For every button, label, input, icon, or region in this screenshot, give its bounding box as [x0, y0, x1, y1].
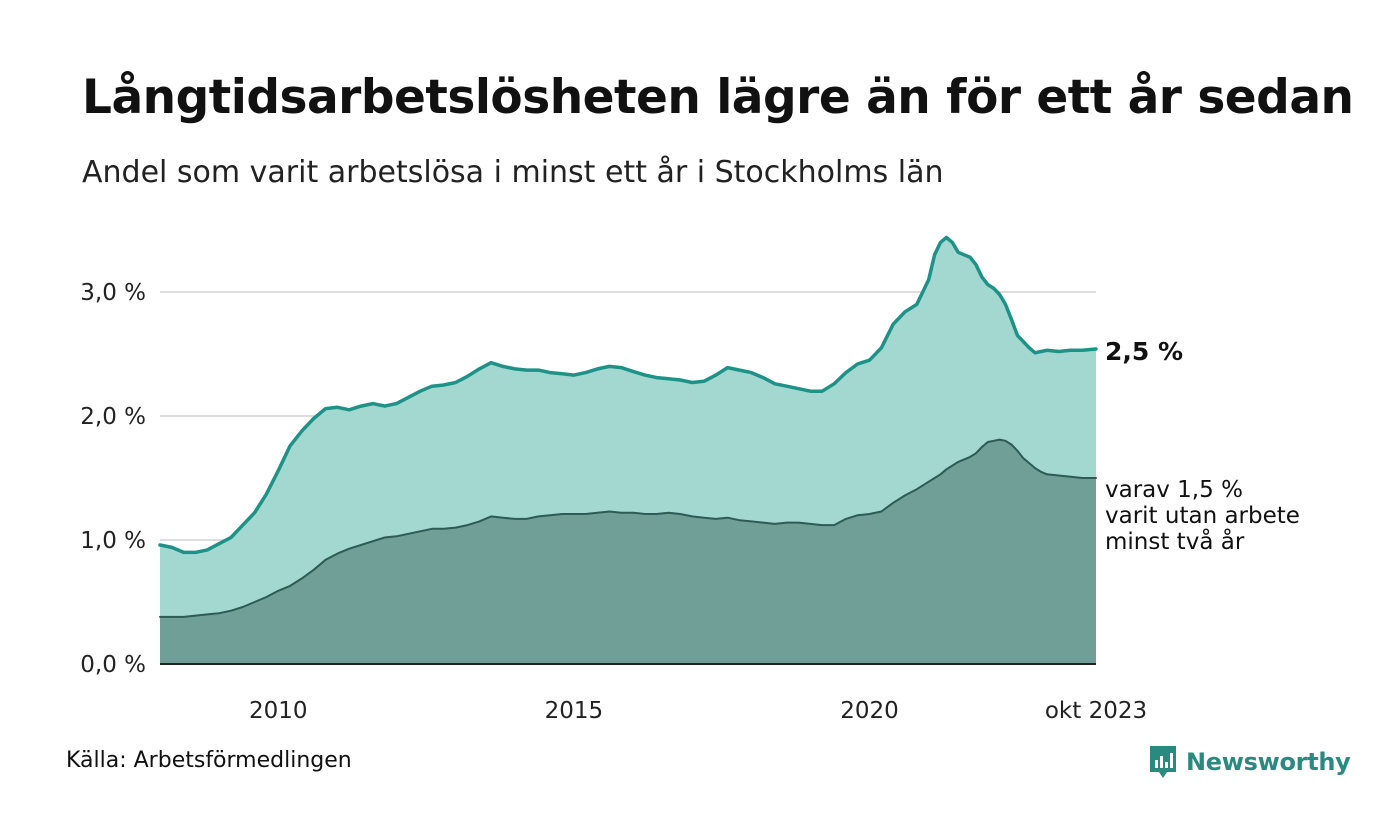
- brand-logo: Newsworthy: [1148, 744, 1351, 780]
- newsworthy-logo-icon: [1150, 746, 1176, 778]
- series-line-sub: [159, 438, 1097, 618]
- x-tick-label: 2010: [249, 698, 308, 724]
- y-tick-label: 2,0 %: [80, 404, 146, 430]
- axis-layer: 0,0 % 1,0 % 2,0 % 3,0 % 2010 2015 2020 okt 2023: [80, 280, 1147, 724]
- end-label-sub-line: varit utan arbete: [1105, 503, 1300, 529]
- y-tick-label: 0,0 %: [80, 652, 146, 678]
- brand-name: Newsworthy: [1186, 748, 1351, 776]
- end-label-total: 2,5 %: [1105, 337, 1183, 366]
- x-tick-label: 2020: [840, 698, 899, 724]
- end-label-sub-line: minst två år: [1105, 527, 1245, 555]
- end-label-sub-line: varav 1,5 %: [1105, 477, 1243, 503]
- series-line-total: [158, 235, 1098, 555]
- y-tick-label: 3,0 %: [80, 280, 146, 306]
- area-layer: [158, 235, 1098, 664]
- x-tick-label: okt 2023: [1045, 698, 1147, 724]
- y-tick-label: 1,0 %: [80, 528, 146, 554]
- chart-subtitle: Andel som varit arbetslösa i minst ett å…: [82, 155, 944, 190]
- chart-title: Långtidsarbetslösheten lägre än för ett …: [82, 70, 1354, 125]
- source-note: Källa: Arbetsförmedlingen: [66, 748, 352, 773]
- series-area-sub: [160, 439, 1096, 664]
- x-tick-label: 2015: [545, 698, 604, 724]
